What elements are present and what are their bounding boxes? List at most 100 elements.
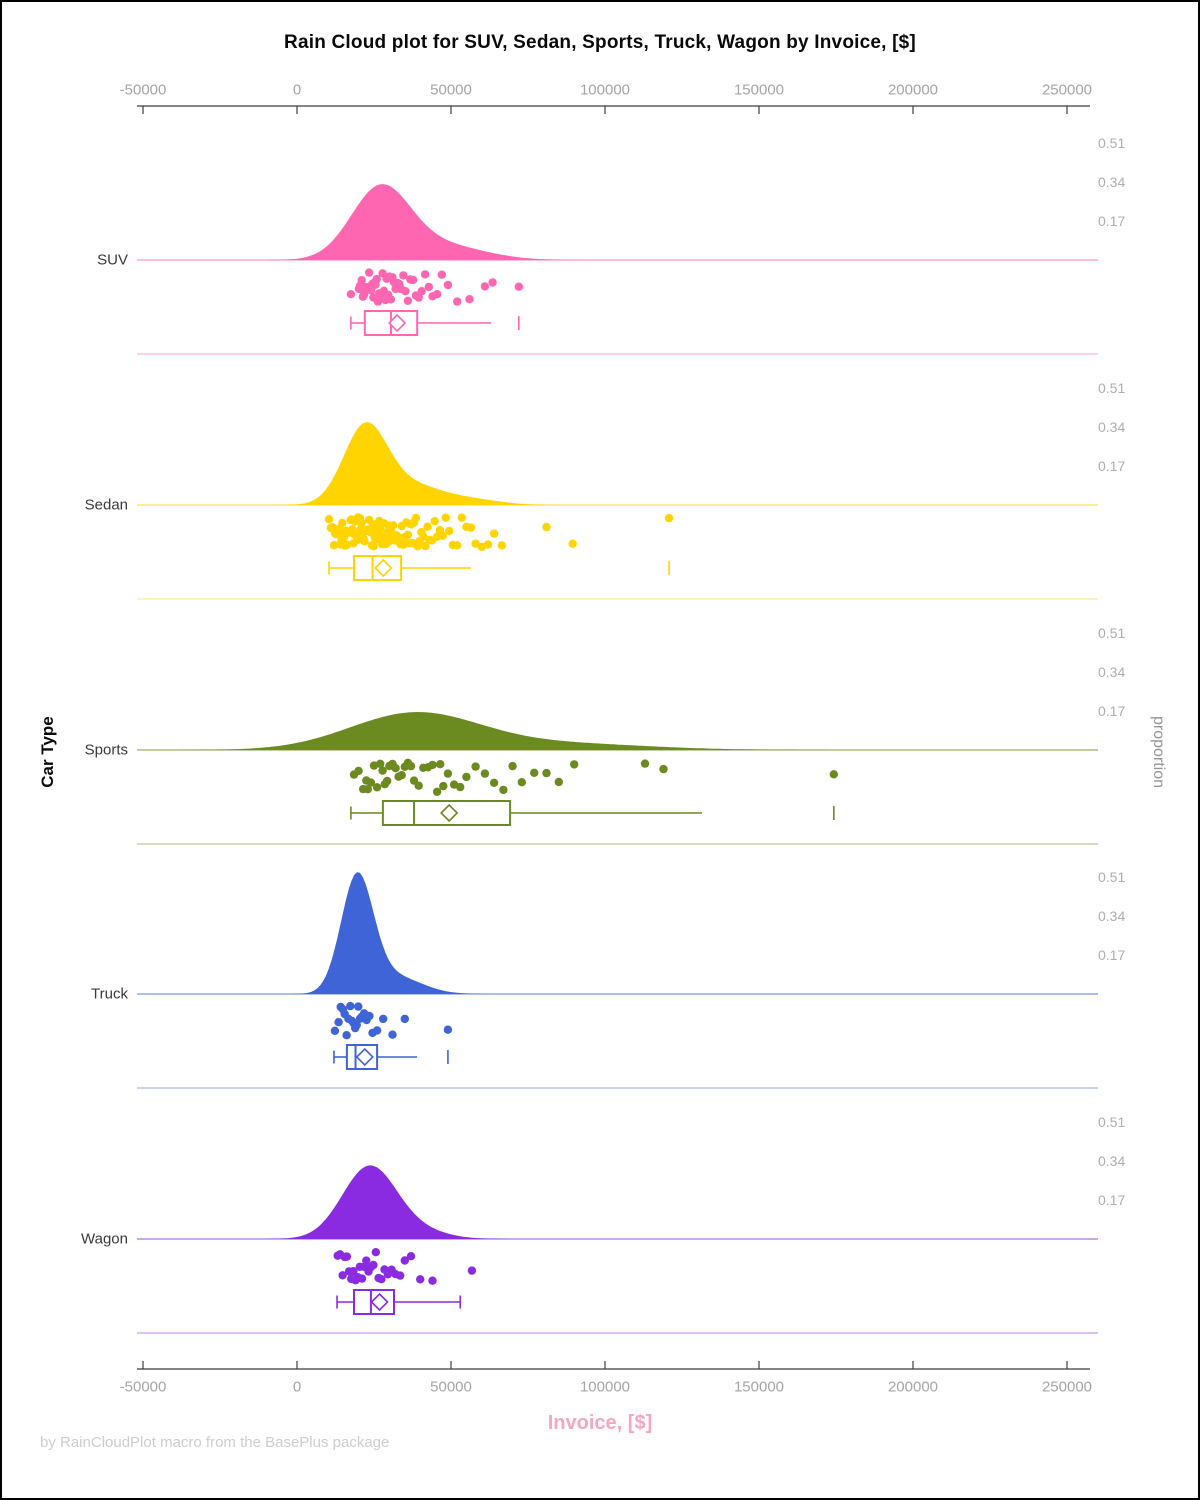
wagon-mean-diamond xyxy=(370,1292,389,1312)
sedan-point xyxy=(403,530,413,539)
top-axis-tick-label: 0 xyxy=(292,81,302,99)
sedan-point xyxy=(423,522,432,531)
suv-point xyxy=(488,278,497,287)
truck-proportion-tick-label: 0.34 xyxy=(1098,907,1126,924)
sports-mean-diamond xyxy=(440,803,459,823)
truck-point xyxy=(372,1026,382,1035)
sedan-point xyxy=(369,542,378,551)
sports-point xyxy=(508,761,517,771)
wagon-point xyxy=(406,1252,416,1261)
suv-point xyxy=(480,282,490,291)
sedan-point xyxy=(324,515,334,524)
wagon-point xyxy=(362,1256,371,1265)
sports-point xyxy=(397,771,406,780)
sports-point xyxy=(471,762,480,771)
suv-point xyxy=(424,282,433,292)
sports-point xyxy=(366,778,376,787)
x-axis-title: Invoice, [$] xyxy=(547,1412,653,1434)
sports-point xyxy=(456,782,465,792)
sports-point xyxy=(354,766,363,776)
sports-density xyxy=(149,712,1061,750)
sedan-point xyxy=(419,532,428,541)
category-label-suv: SUV xyxy=(97,251,128,269)
sports-point xyxy=(378,766,387,775)
sports-point xyxy=(363,785,372,794)
truck-point xyxy=(334,1018,343,1027)
right-axis-title: proportion xyxy=(1150,715,1167,789)
wagon-point xyxy=(338,1271,347,1280)
suv-point xyxy=(346,290,356,299)
truck-point xyxy=(346,1001,355,1011)
wagon-point xyxy=(371,1248,380,1257)
sports-point xyxy=(428,760,437,770)
suv-point xyxy=(401,287,410,296)
sedan-point xyxy=(357,518,366,527)
sports-point xyxy=(554,777,563,787)
sedan-point xyxy=(664,513,674,523)
sports-point xyxy=(372,783,382,792)
sedan-point xyxy=(411,513,421,522)
sports-point xyxy=(406,761,416,771)
truck-point xyxy=(365,1011,374,1021)
sedan-point xyxy=(445,526,454,536)
sports-point xyxy=(414,781,423,790)
sports-point xyxy=(570,760,579,769)
suv-proportion-tick-label: 0.34 xyxy=(1098,173,1126,190)
sedan-proportion-tick-label: 0.17 xyxy=(1098,457,1126,474)
sports-point xyxy=(391,764,400,773)
suv-point xyxy=(357,276,366,285)
wagon-point xyxy=(357,1274,367,1283)
suv-point xyxy=(403,296,413,305)
bottom-axis-tick-label: 50000 xyxy=(430,1378,472,1396)
wagon-density xyxy=(149,1165,1061,1239)
sports-point xyxy=(489,778,499,787)
sports-point xyxy=(517,778,526,787)
sedan-point xyxy=(441,513,450,522)
sedan-proportion-tick-label: 0.34 xyxy=(1098,418,1126,435)
sedan-point xyxy=(388,521,398,530)
truck-point xyxy=(352,1020,361,1030)
sports-point xyxy=(443,769,453,778)
sports-point xyxy=(542,768,551,778)
sedan-point xyxy=(471,539,480,548)
wagon-point xyxy=(467,1266,477,1275)
top-axis-tick-label: 100000 xyxy=(579,81,631,99)
category-label-wagon: Wagon xyxy=(81,1230,128,1248)
sedan-point xyxy=(497,541,506,550)
suv-point xyxy=(420,270,430,279)
suv-density xyxy=(149,184,1061,260)
suv-point xyxy=(437,270,446,279)
suv-point xyxy=(408,275,418,285)
wagon-proportion-tick-label: 0.17 xyxy=(1098,1191,1126,1208)
suv-point xyxy=(399,271,408,280)
suv-point xyxy=(414,293,423,302)
wagon-point xyxy=(349,1267,358,1276)
suv-point xyxy=(417,287,426,296)
sedan-point xyxy=(542,522,551,532)
wagon-proportion-tick-label: 0.51 xyxy=(1098,1113,1126,1130)
footer-credit: by RainCloudPlot macro from the BasePlus… xyxy=(40,1434,390,1451)
sports-point xyxy=(530,768,539,777)
sports-point xyxy=(432,787,442,796)
top-axis-tick-label: 200000 xyxy=(887,81,939,99)
top-axis-tick-label: -50000 xyxy=(119,81,167,99)
wagon-point xyxy=(377,1275,386,1284)
sedan-point xyxy=(453,541,462,550)
wagon-point xyxy=(369,1260,378,1270)
sedan-point xyxy=(430,517,439,526)
sports-proportion-tick-label: 0.17 xyxy=(1098,702,1126,719)
top-axis-tick-label: 150000 xyxy=(733,81,785,99)
wagon-point xyxy=(342,1252,352,1261)
category-label-sports: Sports xyxy=(84,741,128,759)
sedan-point xyxy=(457,513,466,522)
category-label-sedan: Sedan xyxy=(84,496,128,514)
top-axis-tick-label: 250000 xyxy=(1041,81,1093,99)
truck-mean-diamond xyxy=(355,1047,374,1067)
truck-point xyxy=(388,1030,397,1039)
bottom-axis-tick-label: 250000 xyxy=(1041,1378,1093,1396)
wagon-point xyxy=(428,1276,437,1285)
bottom-axis-tick-label: 200000 xyxy=(887,1378,939,1396)
truck-proportion-tick-label: 0.51 xyxy=(1098,868,1126,885)
truck-point xyxy=(400,1014,409,1024)
